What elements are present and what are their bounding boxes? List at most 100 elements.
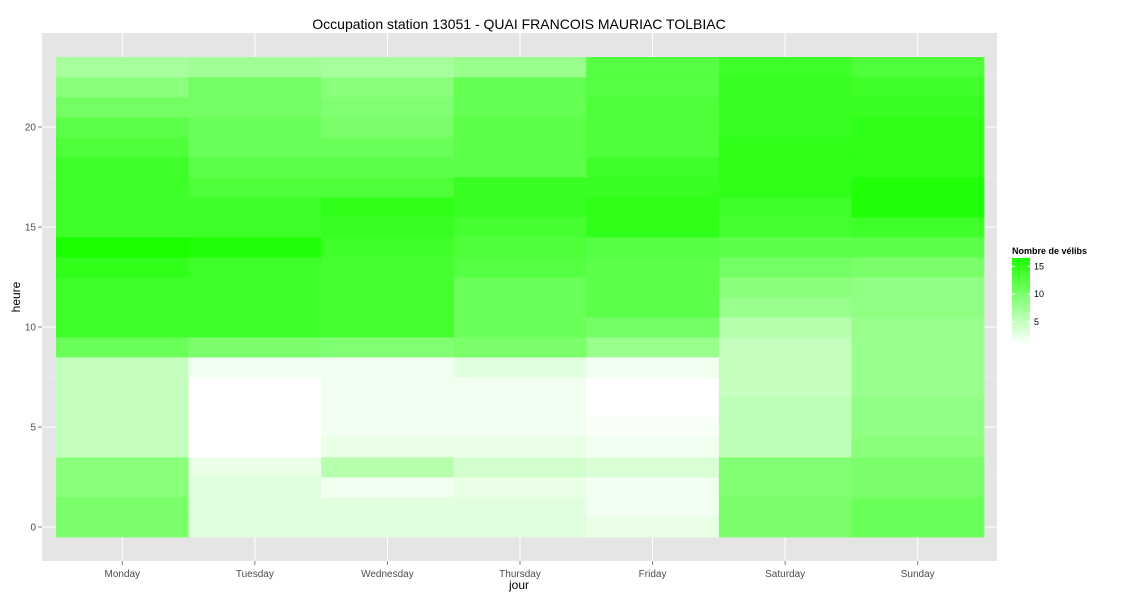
heatmap-tile <box>453 217 587 238</box>
heatmap-tile <box>453 397 587 418</box>
heatmap-tile <box>56 417 189 438</box>
heatmap-tile <box>321 497 455 518</box>
heatmap-tile <box>586 117 720 138</box>
heatmap-tile <box>453 57 587 78</box>
heatmap-tile <box>586 97 720 118</box>
heatmap-tile <box>453 437 587 458</box>
heatmap-tile <box>851 377 985 398</box>
heatmap-tile <box>851 257 985 278</box>
x-tick-label: Friday <box>639 569 667 580</box>
heatmap-tile <box>718 117 852 138</box>
heatmap-tile <box>56 177 189 198</box>
heatmap-tile <box>56 257 189 278</box>
heatmap-tile <box>718 197 852 218</box>
heatmap-tile <box>188 277 322 298</box>
heatmap-tile <box>586 197 720 218</box>
heatmap-tile <box>188 397 322 418</box>
x-tick-label: Monday <box>104 569 140 580</box>
heatmap-tile <box>453 477 587 498</box>
heatmap-tile <box>321 457 455 478</box>
heatmap-tile <box>188 417 322 438</box>
heatmap-tile <box>586 177 720 198</box>
heatmap-tile <box>718 77 852 98</box>
heatmap-tile <box>453 177 587 198</box>
heatmap-tile <box>321 437 455 458</box>
heatmap-tile <box>718 317 852 338</box>
heatmap-tile <box>453 97 587 118</box>
heatmap-tile <box>586 57 720 78</box>
heatmap-tile <box>718 57 852 78</box>
heatmap-tile <box>56 457 189 478</box>
heatmap-tile <box>188 457 322 478</box>
heatmap-tile <box>718 397 852 418</box>
heatmap-tile <box>188 137 322 158</box>
heatmap-tile <box>851 137 985 158</box>
y-tick-label: 10 <box>25 323 37 334</box>
heatmap-tile <box>851 297 985 318</box>
heatmap-tile <box>851 57 985 78</box>
heatmap-tile <box>718 237 852 258</box>
heatmap-tile <box>56 437 189 458</box>
heatmap-tile <box>453 497 587 518</box>
heatmap-tile <box>188 177 322 198</box>
heatmap-tile <box>321 477 455 498</box>
heatmap-tile <box>188 217 322 238</box>
heatmap-tile <box>453 157 587 178</box>
heatmap-tile <box>586 517 720 538</box>
heatmap-tile <box>188 477 322 498</box>
x-tick-label: Sunday <box>901 569 935 580</box>
color-legend: Nombre de vélibs 5 10 15 <box>1012 246 1087 344</box>
heatmap-tile <box>586 357 720 378</box>
heatmap-tile <box>586 277 720 298</box>
heatmap-tile <box>851 97 985 118</box>
heatmap-tile <box>718 177 852 198</box>
y-axis-ticks: 0 5 10 15 20 <box>25 123 42 534</box>
heatmap-tile <box>586 437 720 458</box>
heatmap-tile <box>718 457 852 478</box>
heatmap-tile <box>453 277 587 298</box>
heatmap-tile <box>188 337 322 358</box>
heatmap-tile <box>586 497 720 518</box>
heatmap-tile <box>56 337 189 358</box>
heatmap-tile <box>321 157 455 178</box>
heatmap-tile <box>851 397 985 418</box>
heatmap-tile <box>56 97 189 118</box>
heatmap-tile <box>188 297 322 318</box>
x-tick-label: Thursday <box>499 569 541 580</box>
legend-tick-label: 15 <box>1034 261 1044 271</box>
heatmap-tile <box>321 97 455 118</box>
heatmap-tile <box>321 337 455 358</box>
heatmap-tile <box>453 117 587 138</box>
heatmap-tile <box>586 317 720 338</box>
heatmap-tile <box>188 77 322 98</box>
heatmap-tile <box>56 297 189 318</box>
heatmap-tile <box>188 157 322 178</box>
heatmap-tile <box>56 317 189 338</box>
heatmap-tile <box>586 157 720 178</box>
heatmap-tile <box>321 77 455 98</box>
y-tick-label: 20 <box>25 123 37 134</box>
heatmap-tile <box>718 157 852 178</box>
heatmap-tile <box>453 377 587 398</box>
heatmap-tile <box>188 377 322 398</box>
heatmap-tile <box>321 357 455 378</box>
heatmap-tile <box>453 77 587 98</box>
heatmap-tile <box>56 397 189 418</box>
heatmap-tile <box>321 417 455 438</box>
heatmap-tile <box>321 317 455 338</box>
legend-tick-label: 10 <box>1034 289 1044 299</box>
heatmap-tile <box>851 477 985 498</box>
heatmap-tile <box>56 477 189 498</box>
heatmap-tile <box>321 197 455 218</box>
heatmap-tile <box>321 117 455 138</box>
heatmap-tile <box>851 177 985 198</box>
heatmap-tile <box>188 497 322 518</box>
heatmap-tile <box>586 337 720 358</box>
heatmap-tile <box>851 217 985 238</box>
heatmap-tile <box>188 437 322 458</box>
x-tick-label: Wednesday <box>361 569 414 580</box>
heatmap-tile <box>718 377 852 398</box>
heatmap-tile <box>453 197 587 218</box>
heatmap-tile <box>321 277 455 298</box>
